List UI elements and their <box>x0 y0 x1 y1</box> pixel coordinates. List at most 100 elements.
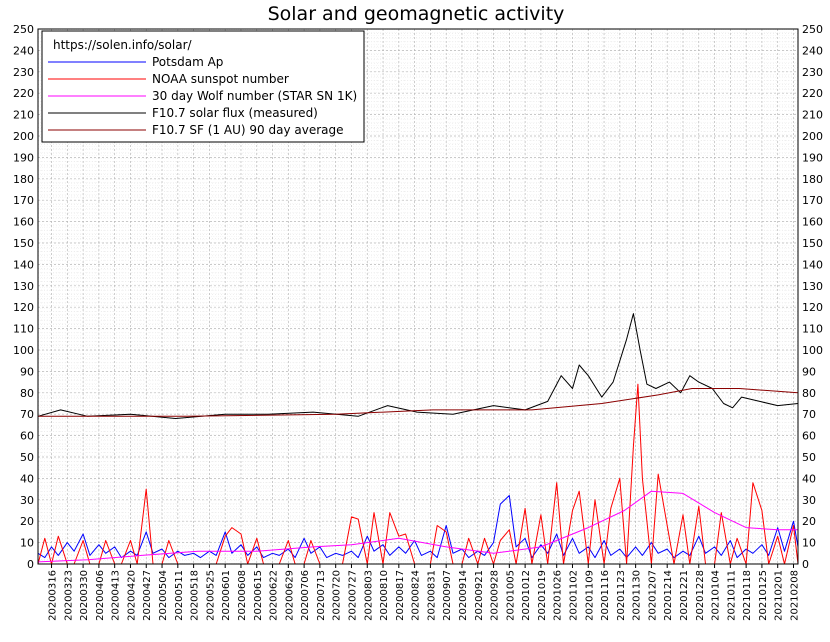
legend-label: Potsdam Ap <box>152 55 223 69</box>
y-tick-label-left: 230 <box>13 66 34 79</box>
y-tick-label-left: 170 <box>13 194 34 207</box>
x-tick-label: 20210118 <box>742 570 753 621</box>
x-tick-label: 20200727 <box>347 570 358 621</box>
x-tick-label: 20200713 <box>316 570 327 621</box>
x-tick-label: 20200504 <box>158 570 169 621</box>
y-tick-label-right: 0 <box>802 558 809 571</box>
x-tick-label: 20200810 <box>379 570 390 621</box>
y-tick-label-right: 40 <box>802 472 816 485</box>
y-tick-label-left: 70 <box>20 408 34 421</box>
y-tick-label-right: 100 <box>802 344 823 357</box>
x-tick-label: 20201123 <box>616 570 627 621</box>
y-tick-label-left: 160 <box>13 216 34 229</box>
y-tick-label-right: 160 <box>802 216 823 229</box>
x-tick-label: 20200601 <box>221 570 232 621</box>
x-tick-label: 20201207 <box>647 570 658 621</box>
x-tick-label: 20201102 <box>568 570 579 621</box>
y-tick-label-right: 10 <box>802 537 816 550</box>
x-tick-label: 20200921 <box>474 570 485 621</box>
x-tick-label: 20201005 <box>505 570 516 621</box>
x-tick-label: 20200316 <box>48 570 59 621</box>
legend-label: NOAA sunspot number <box>152 72 289 86</box>
x-tick-label: 20201019 <box>537 570 548 621</box>
x-tick-label: 20200817 <box>395 570 406 621</box>
y-tick-label-left: 60 <box>20 430 34 443</box>
y-tick-label-right: 130 <box>802 280 823 293</box>
legend-source-url: https://solen.info/solar/ <box>53 38 193 52</box>
x-tick-label: 20200720 <box>332 570 343 621</box>
y-tick-label-left: 50 <box>20 451 34 464</box>
x-tick-label: 20200420 <box>126 570 137 621</box>
x-tick-label: 20200518 <box>190 570 201 621</box>
y-tick-label-right: 30 <box>802 494 816 507</box>
y-tick-label-left: 120 <box>13 301 34 314</box>
y-tick-label-left: 190 <box>13 151 34 164</box>
x-tick-label: 20200427 <box>142 570 153 621</box>
x-tick-label: 20200330 <box>79 570 90 621</box>
legend-label: F10.7 SF (1 AU) 90 day average <box>152 123 343 137</box>
x-tick-label: 20200323 <box>63 570 74 621</box>
y-tick-label-left: 10 <box>20 537 34 550</box>
x-tick-label: 20200831 <box>426 570 437 621</box>
x-tick-label: 20200413 <box>111 570 122 621</box>
legend: https://solen.info/solar/ Potsdam Ap NOAA… <box>41 30 365 143</box>
x-tick-label: 20200706 <box>300 570 311 621</box>
y-tick-label-left: 150 <box>13 237 34 250</box>
axes: 0 0 10 10 20 20 30 30 40 40 50 50 60 60 70 70 80 80 90 90 10… <box>13 23 823 621</box>
y-tick-label-left: 20 <box>20 515 34 528</box>
y-tick-label-right: 70 <box>802 408 816 421</box>
x-tick-label: 20200406 <box>95 570 106 621</box>
y-tick-label-left: 90 <box>20 365 34 378</box>
grid <box>38 28 798 565</box>
y-tick-label-right: 250 <box>802 23 823 36</box>
x-tick-label: 20200928 <box>490 570 501 621</box>
y-tick-label-right: 240 <box>802 44 823 57</box>
x-tick-label: 20200914 <box>458 570 469 621</box>
series-line-3 <box>37 490 798 563</box>
y-tick-label-left: 0 <box>27 558 34 571</box>
y-tick-label-left: 140 <box>13 258 34 271</box>
plot-frame <box>37 28 799 565</box>
y-tick-label-right: 210 <box>802 109 823 122</box>
y-tick-label-left: 80 <box>20 387 34 400</box>
x-tick-label: 20210104 <box>711 570 722 621</box>
x-tick-label: 20210208 <box>789 570 800 621</box>
y-tick-label-left: 110 <box>13 323 34 336</box>
x-tick-label: 20200907 <box>442 570 453 621</box>
y-tick-label-right: 20 <box>802 515 816 528</box>
y-tick-label-right: 230 <box>802 66 823 79</box>
y-tick-label-left: 220 <box>13 87 34 100</box>
x-tick-label: 20201130 <box>632 570 643 621</box>
y-tick-label-left: 100 <box>13 344 34 357</box>
x-tick-label: 20210201 <box>774 570 785 621</box>
x-tick-label: 20201221 <box>679 570 690 621</box>
x-tick-label: 20201012 <box>521 570 532 621</box>
y-tick-label-left: 40 <box>20 472 34 485</box>
legend-box <box>41 30 365 143</box>
x-tick-label: 20200622 <box>269 570 280 621</box>
legend-label: 30 day Wolf number (STAR SN 1K) <box>152 89 357 103</box>
y-tick-label-right: 120 <box>802 301 823 314</box>
legend-label: F10.7 solar flux (measured) <box>152 106 318 120</box>
x-tick-label: 20200629 <box>284 570 295 621</box>
y-tick-label-left: 240 <box>13 44 34 57</box>
x-tick-label: 20210125 <box>758 570 769 621</box>
x-tick-label: 20201109 <box>584 570 595 621</box>
x-tick-label: 20200615 <box>253 570 264 621</box>
y-tick-label-right: 140 <box>802 258 823 271</box>
series-line-5 <box>38 388 799 417</box>
y-tick-label-right: 150 <box>802 237 823 250</box>
x-tick-label: 20201228 <box>695 570 706 621</box>
y-tick-label-right: 60 <box>802 430 816 443</box>
x-tick-label: 20200525 <box>205 570 216 621</box>
y-tick-label-right: 170 <box>802 194 823 207</box>
y-tick-label-right: 110 <box>802 323 823 336</box>
x-tick-label: 20201116 <box>600 570 611 621</box>
y-tick-label-right: 90 <box>802 365 816 378</box>
x-tick-label: 20200608 <box>237 570 248 621</box>
x-tick-label: 20200824 <box>411 570 422 621</box>
y-tick-label-right: 50 <box>802 451 816 464</box>
y-tick-label-right: 190 <box>802 151 823 164</box>
y-tick-label-right: 200 <box>802 130 823 143</box>
